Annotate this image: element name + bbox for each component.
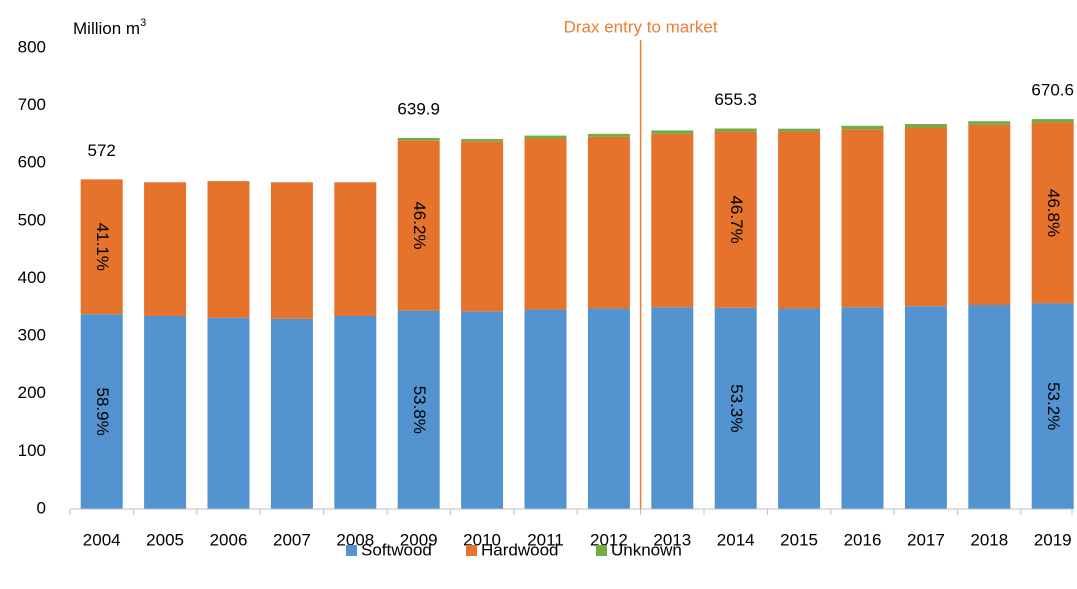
bar-segment xyxy=(80,314,123,509)
bar-segment xyxy=(968,121,1011,125)
bar-segment xyxy=(334,182,377,316)
bar-segment xyxy=(1031,303,1074,509)
total-label: 572 xyxy=(88,141,116,160)
x-tick-label: 2012 xyxy=(590,530,628,549)
bar-segment xyxy=(841,307,884,509)
bar-segment xyxy=(587,136,630,309)
bar-segment xyxy=(207,317,250,509)
bar-segment xyxy=(207,181,250,318)
percent-label: 53.2% xyxy=(1044,382,1063,430)
y-tick-label: 600 xyxy=(18,153,46,172)
bar-segment xyxy=(841,125,884,130)
bar-segment xyxy=(1031,119,1074,123)
x-tick-label: 2007 xyxy=(273,530,311,549)
bar-segment xyxy=(270,182,313,319)
bar-segment xyxy=(587,308,630,509)
bar-segment xyxy=(904,306,947,509)
bar-segment xyxy=(397,137,440,141)
x-tick-label: 2016 xyxy=(844,530,882,549)
y-tick-label: 300 xyxy=(18,326,46,345)
y-axis-label-text: Million m xyxy=(73,19,140,38)
bar-segment xyxy=(397,310,440,509)
x-tick-label: 2017 xyxy=(907,530,945,549)
bar-segment xyxy=(80,179,123,315)
bar-segment xyxy=(651,133,694,308)
x-tick-label: 2014 xyxy=(717,530,755,549)
x-tick-label: 2008 xyxy=(336,530,374,549)
bar-segment xyxy=(714,128,757,132)
legend-label: Unknown xyxy=(611,540,682,559)
percent-label: 41.1% xyxy=(93,223,112,271)
bar-segment xyxy=(144,315,187,509)
bar-segment xyxy=(841,129,884,308)
legend-label: Hardwood xyxy=(481,540,559,559)
bar-segment xyxy=(778,308,821,509)
percent-label: 53.3% xyxy=(727,384,746,432)
bar-segment xyxy=(651,130,694,134)
bar-segment xyxy=(524,309,567,509)
legend-swatch xyxy=(346,545,357,556)
bar-segment xyxy=(334,315,377,509)
total-label: 655.3 xyxy=(714,90,757,109)
percent-label: 53.8% xyxy=(410,386,429,434)
x-tick-label: 2006 xyxy=(210,530,248,549)
legend-swatch xyxy=(596,545,607,556)
total-label: 639.9 xyxy=(397,99,440,118)
x-tick-label: 2019 xyxy=(1034,530,1072,549)
legend-swatch xyxy=(466,545,477,556)
legend-label: Softwood xyxy=(361,540,432,559)
bar-segment xyxy=(144,182,187,316)
bar-segment xyxy=(461,141,504,312)
y-axis-label: Million m3 xyxy=(73,17,146,39)
bar-segment xyxy=(651,307,694,509)
y-axis-label-sup: 3 xyxy=(140,17,146,29)
bar-segment xyxy=(397,140,440,311)
x-tick-label: 2009 xyxy=(400,530,438,549)
percent-label: 46.7% xyxy=(727,195,746,243)
x-tick-label: 2011 xyxy=(527,530,564,549)
total-label: 670.6 xyxy=(1031,81,1074,100)
y-tick-label: 100 xyxy=(18,441,46,460)
y-tick-label: 500 xyxy=(18,210,46,229)
percent-label: 58.9% xyxy=(93,388,112,436)
bar-segment xyxy=(778,131,821,309)
bar-segment xyxy=(904,127,947,307)
bar-segment xyxy=(461,311,504,509)
x-tick-label: 2005 xyxy=(146,530,184,549)
y-tick-label: 0 xyxy=(37,498,46,517)
x-tick-label: 2010 xyxy=(463,530,501,549)
bar-segment xyxy=(1031,122,1074,304)
bar-segment xyxy=(524,138,567,310)
bar-segment xyxy=(270,318,313,509)
percent-label: 46.2% xyxy=(410,201,429,249)
annotation-text: Drax entry to market xyxy=(564,17,718,36)
bar-segment xyxy=(714,131,757,308)
y-tick-label: 700 xyxy=(18,95,46,114)
bar-segment xyxy=(714,307,757,509)
bar-segment xyxy=(904,124,947,128)
bar-segment xyxy=(968,305,1011,509)
bar-segment xyxy=(778,128,821,132)
percent-label: 46.8% xyxy=(1044,189,1063,237)
bar-segment xyxy=(461,139,504,142)
x-tick-label: 2015 xyxy=(780,530,818,549)
bar-segment xyxy=(968,124,1011,306)
x-tick-label: 2004 xyxy=(83,530,121,549)
bar-segment xyxy=(524,135,567,139)
y-tick-label: 200 xyxy=(18,383,46,402)
bar-segment xyxy=(587,133,630,137)
y-tick-label: 400 xyxy=(18,268,46,287)
x-tick-label: 2018 xyxy=(970,530,1008,549)
y-tick-label: 800 xyxy=(18,37,46,56)
x-tick-label: 2013 xyxy=(653,530,691,549)
